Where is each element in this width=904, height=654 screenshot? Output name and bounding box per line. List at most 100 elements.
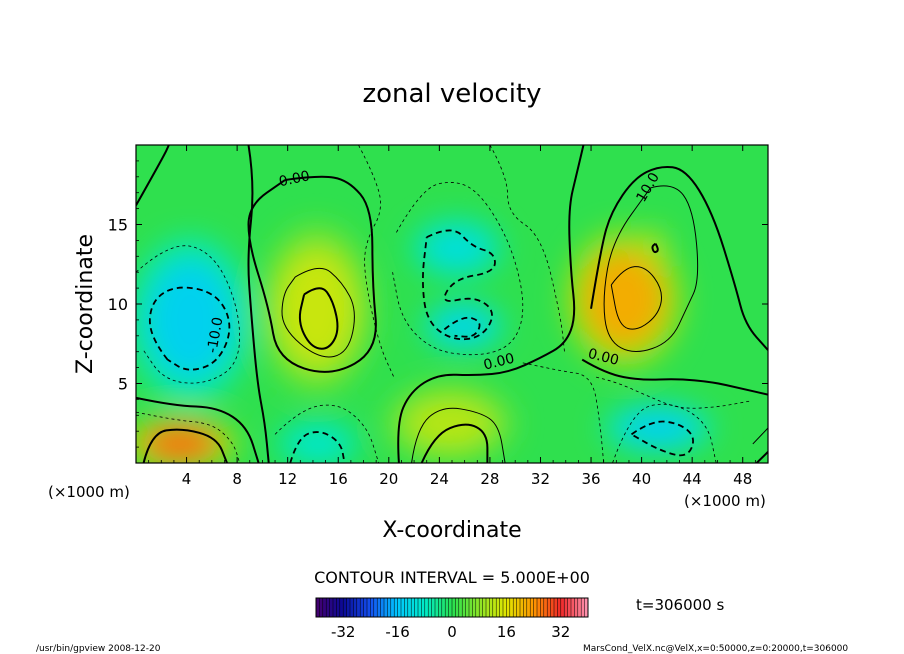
colorbar-cell <box>326 598 330 617</box>
contour-label: -10.0 <box>204 316 226 354</box>
colorbar-cell <box>353 598 358 617</box>
contour-line <box>420 423 489 463</box>
colorbar-cell <box>431 598 436 617</box>
contour-line <box>590 165 768 351</box>
colorbar-cell <box>435 598 439 617</box>
colorbar-cell <box>339 598 344 617</box>
colorbar-cell <box>567 598 572 617</box>
colorbar-cell <box>445 598 449 617</box>
contour-line <box>612 403 717 463</box>
colorbar-cell <box>547 598 551 617</box>
x-tick-label: 16 <box>329 470 348 488</box>
contour-line <box>581 358 768 396</box>
colorbar-cell <box>554 598 558 617</box>
colorbar-cell <box>329 598 334 617</box>
colorbar-cell <box>564 598 568 617</box>
colorbar-cell <box>363 598 368 617</box>
colorbar-cell <box>469 598 473 617</box>
colorbar-cell <box>584 598 589 617</box>
contour-line <box>281 267 355 358</box>
contour-line <box>596 376 751 409</box>
x-unit-right: (×1000 m) <box>684 492 766 510</box>
colorbar-cell <box>421 598 426 617</box>
colorbar-cell <box>509 598 514 617</box>
colorbar: -32 -16 0 16 32 <box>315 597 589 641</box>
contour-interval-text: CONTOUR INTERVAL = 5.000E+00 <box>314 568 590 587</box>
colorbar-cell <box>560 598 565 617</box>
contour-line <box>149 286 231 371</box>
field-min <box>423 226 492 271</box>
footer-left: /usr/bin/gpview 2008-12-20 <box>36 644 161 654</box>
colorbar-cell <box>479 598 483 617</box>
colorbar-cell <box>472 598 477 617</box>
colorbar-cell <box>550 598 555 617</box>
colorbar-tick-label: 16 <box>497 623 516 641</box>
contour-line <box>443 316 481 338</box>
contour-line <box>422 229 496 341</box>
colorbar-tick-label: -32 <box>331 623 356 641</box>
colorbar-cell <box>322 598 327 617</box>
contour-line <box>411 407 506 463</box>
colorbar-cell <box>367 598 371 617</box>
time-label: t=306000 s <box>636 596 724 614</box>
x-tick-label: 40 <box>632 470 651 488</box>
contour-line <box>358 145 395 378</box>
colorbar-cell <box>448 598 453 617</box>
colorbar-cell <box>455 598 460 617</box>
contour-line <box>755 451 768 463</box>
contour-line <box>752 427 768 445</box>
footer-right: MarsCond_VelX.nc@VelX,x=0:50000,z=0:2000… <box>583 644 848 654</box>
contour-line <box>489 145 565 352</box>
y-axis: 5 10 15 <box>108 160 768 448</box>
colorbar-cell <box>319 598 324 617</box>
colorbar-cell <box>343 598 347 617</box>
colorbar-cell <box>540 598 545 617</box>
contour-line <box>603 185 699 353</box>
x-tick-label: 8 <box>232 470 242 488</box>
colorbar-cell <box>533 598 538 617</box>
colorbar-cell <box>428 598 432 617</box>
colorbar-cell <box>346 598 351 617</box>
colorbar-cell <box>350 598 354 617</box>
colorbar-cell <box>424 598 429 617</box>
colorbar-cell <box>356 598 361 617</box>
colorbar-cell <box>411 598 415 617</box>
x-axis-label: X-coordinate <box>382 518 521 543</box>
colorbar-cell <box>390 598 395 617</box>
contour-line <box>274 404 380 463</box>
y-tick-label: 15 <box>108 216 128 235</box>
colorbar-cell <box>537 598 541 617</box>
colorbar-cell <box>336 598 341 617</box>
y-axis-label: Z-coordinate <box>73 234 98 374</box>
colorbar-cell <box>577 598 582 617</box>
field-min <box>618 410 699 447</box>
colorbar-cell <box>486 598 490 617</box>
colorbar-cell <box>397 598 402 617</box>
x-axis: 4 8 12 16 20 24 28 32 36 40 44 48 <box>148 145 756 488</box>
colorbar-cell <box>380 598 385 617</box>
colorbar-cell <box>520 598 524 617</box>
y-tick-label: 5 <box>118 375 128 394</box>
colorbar-cell <box>506 598 511 617</box>
x-tick-label: 28 <box>480 470 499 488</box>
contour-line <box>136 145 170 206</box>
contour-label: 0.00 <box>586 346 620 369</box>
colorbar-cell <box>492 598 497 617</box>
colorbar-cell <box>370 598 375 617</box>
colorbar-cell <box>503 598 507 617</box>
colorbar-cell <box>475 598 480 617</box>
x-tick-label: 12 <box>278 470 297 488</box>
field-max <box>276 248 357 369</box>
colorbar-cell <box>452 598 456 617</box>
y-tick-label: 10 <box>108 295 128 314</box>
x-tick-label: 44 <box>683 470 702 488</box>
x-unit-left: (×1000 m) <box>48 483 130 501</box>
colorbar-cell <box>458 598 463 617</box>
colorbar-cell <box>438 598 443 617</box>
colorbar-cell <box>407 598 412 617</box>
contour-line <box>630 420 694 457</box>
contour-line <box>397 145 585 463</box>
colorbar-cell <box>581 598 585 617</box>
contour-line <box>247 175 377 373</box>
